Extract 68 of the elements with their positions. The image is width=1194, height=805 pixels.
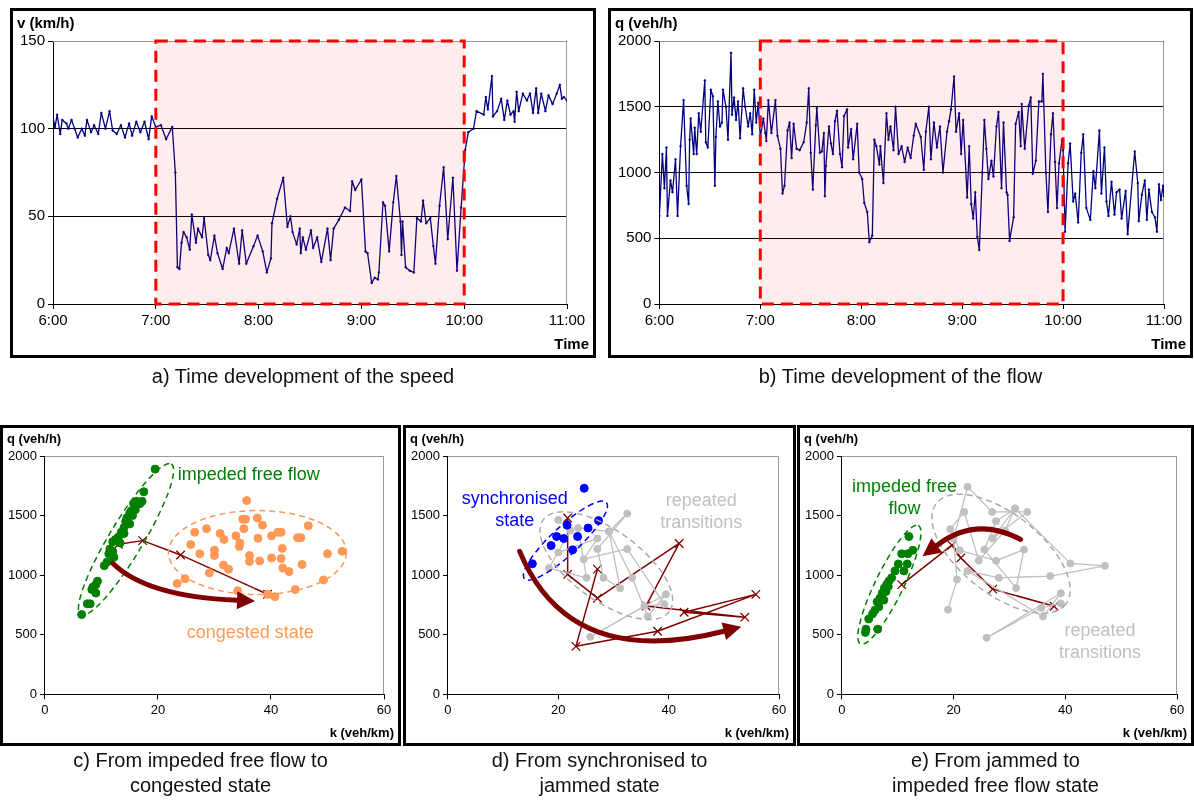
x-tick-label: 40 <box>1058 701 1073 717</box>
x-tick-label: 20 <box>150 701 166 717</box>
x-tick-label: 6:00 <box>38 311 68 329</box>
text: a) Time development of the speed <box>150 364 456 389</box>
y-tick-label: 2000 <box>8 447 37 463</box>
y-tick-label: 1000 <box>617 162 652 180</box>
y-tick-label: 1500 <box>805 507 834 523</box>
series-label: repeated transitions <box>1058 619 1141 662</box>
x-axis-title: Time <box>554 334 589 352</box>
y-tick-label: 150 <box>20 31 46 49</box>
y-tick-label: 1000 <box>411 566 440 582</box>
y-axis-title: q (veh/h) <box>410 431 465 447</box>
x-tick-label: 0 <box>444 701 452 717</box>
x-tick-label: 40 <box>263 701 279 717</box>
y-axis-title: q (veh/h) <box>7 431 62 447</box>
series-label: impeded free flow <box>177 464 321 485</box>
x-axis-title: Time <box>1151 334 1186 352</box>
y-tick-label: 0 <box>643 294 652 312</box>
text: impeded free flow <box>851 475 958 518</box>
x-tick-label: 60 <box>1169 701 1185 717</box>
x-tick-label: 10:00 <box>445 311 483 329</box>
x-tick-label: 7:00 <box>141 311 171 329</box>
y-tick-label: 500 <box>418 626 440 642</box>
x-tick-label: 6:00 <box>644 311 674 329</box>
y-tick-label: 50 <box>28 206 46 224</box>
y-tick-label: 500 <box>15 626 37 642</box>
y-axis-title: v (km/h) <box>17 13 75 31</box>
y-tick-label: 100 <box>20 118 46 136</box>
x-tick-label: 60 <box>771 701 787 717</box>
x-tick-label: 20 <box>551 701 566 717</box>
x-tick-label: 11:00 <box>548 311 586 329</box>
x-tick-label: 0 <box>838 701 846 717</box>
y-axis-title: q (veh/h) <box>615 13 678 31</box>
x-tick-label: 9:00 <box>346 311 377 329</box>
x-tick-label: 9:00 <box>947 311 977 329</box>
x-tick-label: 20 <box>946 701 961 717</box>
y-tick-label: 500 <box>626 228 652 246</box>
y-tick-label: 1000 <box>805 566 834 582</box>
x-axis-title: k (veh/km) <box>329 725 394 741</box>
y-tick-label: 1500 <box>8 507 37 523</box>
y-axis-title: q (veh/h) <box>804 431 859 447</box>
x-tick-label: 8:00 <box>244 311 274 329</box>
y-tick-label: 0 <box>29 685 37 701</box>
x-tick-label: 11:00 <box>1145 311 1183 329</box>
x-axis-title: k (veh/km) <box>1122 725 1187 741</box>
text: d) From synchronised to jammed state <box>490 748 709 798</box>
x-tick-label: 10:00 <box>1044 311 1082 329</box>
series-label: congested state <box>186 621 314 642</box>
text: c) From impeded free flow to congested state <box>72 748 329 798</box>
text: b) Time development of the flow <box>757 364 1044 389</box>
series-label: synchronised state <box>461 487 568 530</box>
x-tick-label: 8:00 <box>846 311 876 329</box>
y-tick-label: 500 <box>812 626 834 642</box>
y-tick-label: 0 <box>826 685 834 701</box>
text: e) From jammed to impeded free flow state <box>891 748 1100 798</box>
x-axis-title: k (veh/km) <box>724 725 789 741</box>
y-tick-label: 1500 <box>617 96 652 114</box>
y-tick-label: 0 <box>432 685 440 701</box>
y-tick-label: 2000 <box>805 447 834 463</box>
y-tick-label: 0 <box>36 294 46 312</box>
y-tick-label: 2000 <box>411 447 440 463</box>
y-tick-label: 1500 <box>411 507 440 523</box>
y-tick-label: 2000 <box>617 31 652 49</box>
x-tick-label: 40 <box>661 701 676 717</box>
y-tick-label: 1000 <box>8 566 37 582</box>
x-tick-label: 7:00 <box>745 311 775 329</box>
x-tick-label: 60 <box>376 701 392 717</box>
series-label: repeated transitions <box>660 489 743 532</box>
